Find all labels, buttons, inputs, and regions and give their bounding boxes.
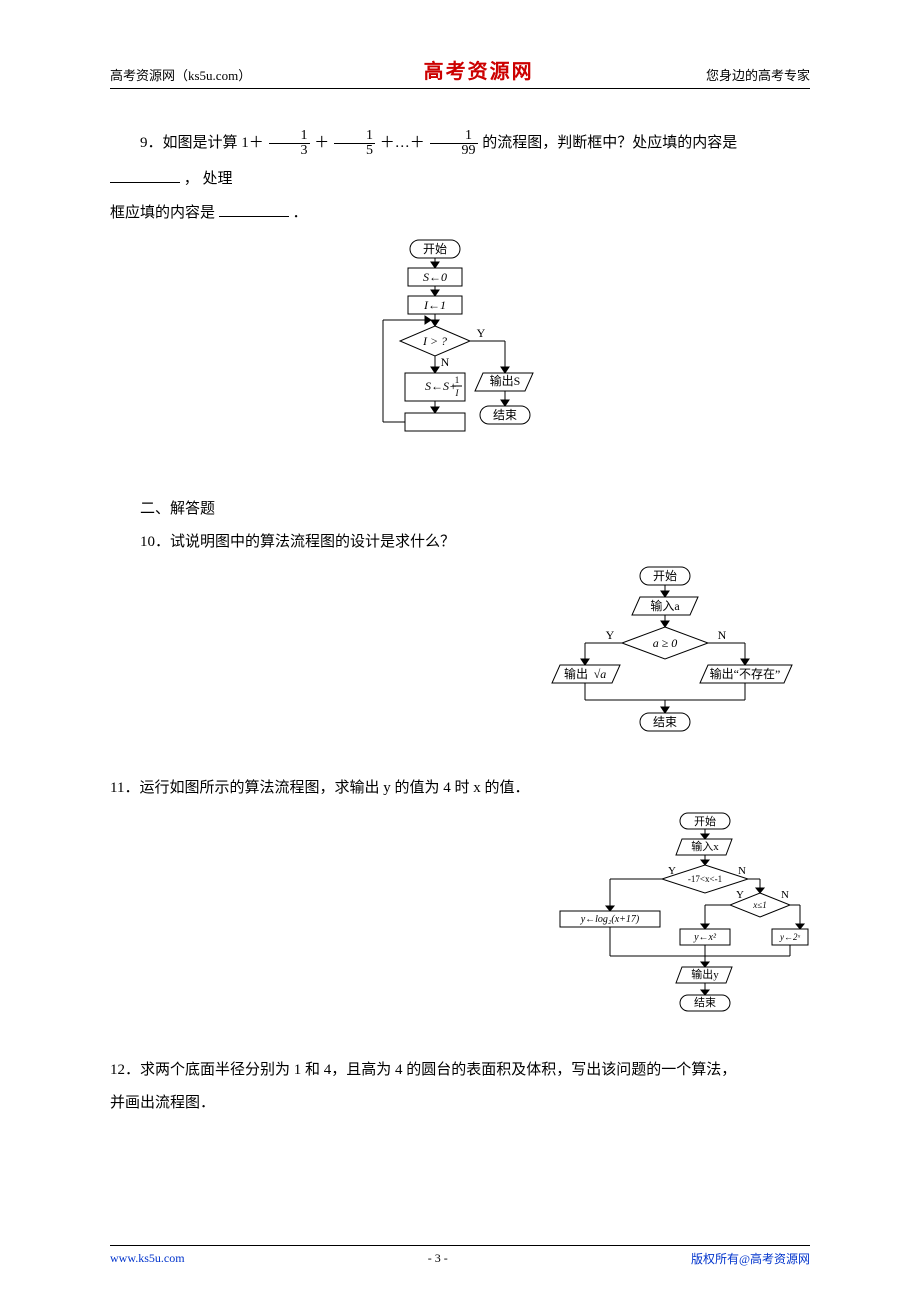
- fc10-n: N: [718, 628, 727, 642]
- question-12-line2: 并画出流程图．: [110, 1087, 810, 1120]
- fc9-end: 结束: [493, 408, 517, 422]
- fc11-y2: Y: [736, 889, 744, 901]
- fc11-c2: x≤1: [752, 900, 766, 910]
- fc11-c1: -17<x<-1: [688, 874, 722, 884]
- blank-fill-2: [219, 202, 289, 217]
- question-12-line1: 12．求两个底面半径分别为 1 和 4，且高为 4 的圆台的表面积及体积，写出该…: [110, 1054, 810, 1087]
- fc10-end: 结束: [653, 715, 677, 729]
- blank-fill-1: [110, 168, 180, 183]
- fc10-out2: 输出“不存在”: [710, 666, 781, 681]
- flowchart-q10: 开始 输入a a ≥ 0 Y N 输出 √a 输出“不存在” 结束: [110, 565, 810, 758]
- q9-mid: 的流程图，判断框中？处应填的内容是: [482, 135, 737, 151]
- fc11-a1: y←log₂(x+17): [580, 914, 640, 925]
- header-left-text: 高考资源网（ks5u.com）: [110, 65, 251, 84]
- fc10-y: Y: [606, 628, 615, 642]
- fc10-out1b: √a: [594, 667, 607, 681]
- footer-copyright: 版权所有@高考资源网: [691, 1250, 810, 1267]
- fc9-i1: I←1: [423, 298, 446, 312]
- question-9: 9．如图是计算 1＋ 13 ＋ 15 ＋…＋ 199 的流程图，判断框中？处应填…: [110, 125, 810, 197]
- fc11-n1: N: [738, 865, 746, 877]
- q9-line2a: 框应填的内容是: [110, 205, 215, 221]
- fc9-y: Y: [477, 326, 486, 340]
- fc11-out: 输出y: [691, 967, 719, 981]
- fc11-a3: y←2ˣ: [779, 932, 800, 942]
- content-body: 9．如图是计算 1＋ 13 ＋ 15 ＋…＋ 199 的流程图，判断框中？处应填…: [110, 125, 810, 1120]
- fc9-out: 输出S: [490, 373, 521, 388]
- fc10-out1a: 输出: [564, 666, 588, 681]
- question-11: 11．运行如图所示的算法流程图，求输出 y 的值为 4 时 x 的值．: [110, 772, 810, 805]
- page: 高考资源网（ks5u.com） 高考资源网 您身边的高考专家 9．如图是计算 1…: [0, 0, 920, 1302]
- fraction-1-99: 199: [430, 129, 478, 158]
- fc10-in: 输入a: [650, 598, 680, 613]
- q9-tail: ， 处理: [184, 171, 233, 187]
- fc9-s0: S←0: [423, 270, 447, 284]
- plus-ellipsis: ＋…＋: [380, 135, 425, 151]
- header-right-text: 您身边的高考专家: [706, 65, 810, 84]
- footer-url: www.ks5u.com: [110, 1251, 185, 1266]
- flowchart-q9: 开始 S←0 I←1 I > ? Y N S←S+ 1 I 输出S 结束: [110, 238, 810, 481]
- fc9-start: 开始: [423, 242, 447, 256]
- plus-sign: ＋: [314, 135, 329, 151]
- fc11-in: 输入x: [691, 839, 719, 853]
- fc9-cond: I > ?: [422, 334, 447, 348]
- q9-line2b: ．: [293, 205, 308, 221]
- fc9-n: N: [441, 355, 450, 369]
- fc11-y1: Y: [668, 865, 676, 877]
- page-header: 高考资源网（ks5u.com） 高考资源网 您身边的高考专家: [110, 55, 810, 89]
- flowchart-q11-svg: 开始 输入x -17<x<-1 Y N x≤1 Y N y←log₂(x+17)…: [550, 811, 810, 1021]
- fc10-start: 开始: [653, 569, 677, 583]
- fc11-start: 开始: [694, 814, 716, 828]
- fc9-frac-n: 1: [455, 375, 460, 385]
- fc10-cond: a ≥ 0: [653, 636, 678, 650]
- fc11-a2: y←x²: [693, 932, 717, 943]
- section-2-heading: 二、解答题: [110, 493, 810, 526]
- flowchart-q10-svg: 开始 输入a a ≥ 0 Y N 输出 √a 输出“不存在” 结束: [540, 565, 800, 745]
- fraction-1-3: 13: [269, 129, 310, 158]
- fraction-1-5: 15: [334, 129, 375, 158]
- footer-page-number: - 3 -: [428, 1251, 448, 1266]
- fc11-n2: N: [781, 889, 789, 901]
- question-10: 10．试说明图中的算法流程图的设计是求什么？: [110, 526, 810, 559]
- q9-prefix: 9．如图是计算 1＋: [140, 135, 264, 151]
- page-footer: www.ks5u.com - 3 - 版权所有@高考资源网: [110, 1245, 810, 1267]
- flowchart-q9-svg: 开始 S←0 I←1 I > ? Y N S←S+ 1 I 输出S 结束: [365, 238, 555, 468]
- question-9-line2: 框应填的内容是 ．: [110, 197, 810, 230]
- header-title: 高考资源网: [424, 55, 534, 84]
- fc11-end: 结束: [694, 996, 716, 1009]
- flowchart-q11: 开始 输入x -17<x<-1 Y N x≤1 Y N y←log₂(x+17)…: [110, 811, 810, 1034]
